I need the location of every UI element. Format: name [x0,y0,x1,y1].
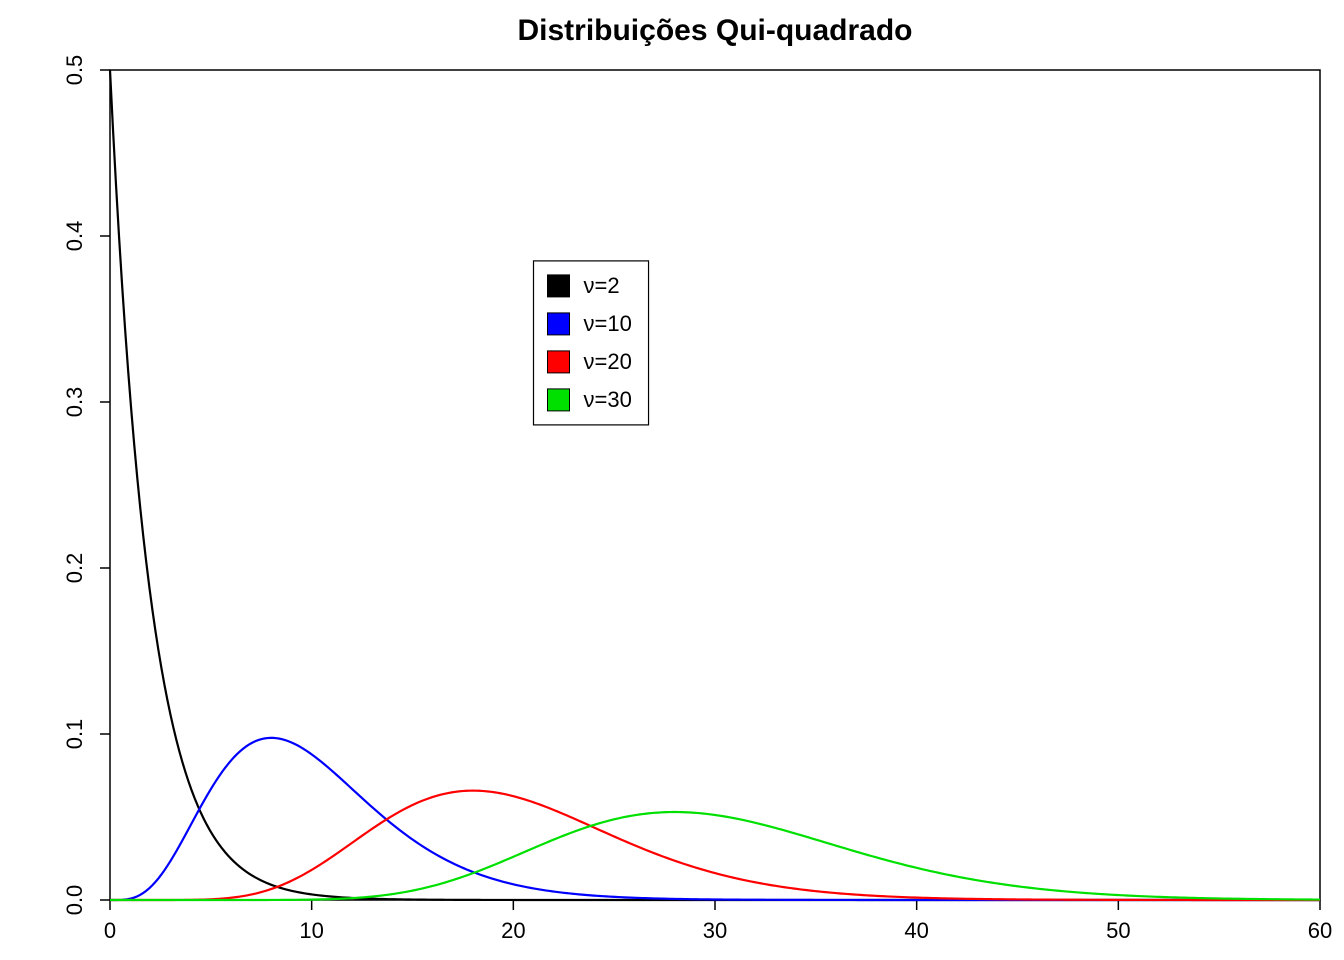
y-tick-label: 0.1 [62,719,87,750]
series-nu20 [110,791,1320,900]
chi-square-chart: Distribuições Qui-quadrado 0 10 20 30 40 50 60… [0,0,1344,960]
series-group [110,70,1320,900]
legend-label-nu30: ν=30 [584,387,632,412]
x-tick-label: 20 [501,918,525,943]
legend-swatch-nu20 [548,351,570,373]
y-tick-label: 0.4 [62,221,87,252]
series-nu30 [110,812,1320,900]
series-nu2 [110,70,1320,900]
x-tick-label: 50 [1106,918,1130,943]
series-nu10 [110,738,1320,900]
legend-swatch-nu30 [548,389,570,411]
legend-swatch-nu10 [548,313,570,335]
x-tick-label: 60 [1308,918,1332,943]
y-tick-label: 0.2 [62,553,87,584]
legend-label-nu10: ν=10 [584,311,632,336]
y-axis: 0.0 0.1 0.2 0.3 0.4 0.5 [62,55,110,916]
x-tick-label: 30 [703,918,727,943]
y-tick-label: 0.5 [62,55,87,86]
x-axis: 0 10 20 30 40 50 60 [104,900,1332,943]
chart-container: Distribuições Qui-quadrado 0 10 20 30 40 50 60… [0,0,1344,960]
legend-swatch-nu2 [548,275,570,297]
y-tick-label: 0.0 [62,885,87,916]
plot-border [110,70,1320,900]
legend-label-nu20: ν=20 [584,349,632,374]
legend: ν=2 ν=10 ν=20 ν=30 [534,261,649,425]
y-tick-label: 0.3 [62,387,87,418]
x-tick-label: 40 [904,918,928,943]
legend-label-nu2: ν=2 [584,273,620,298]
x-tick-label: 10 [299,918,323,943]
chart-title: Distribuições Qui-quadrado [517,14,912,47]
x-tick-label: 0 [104,918,116,943]
